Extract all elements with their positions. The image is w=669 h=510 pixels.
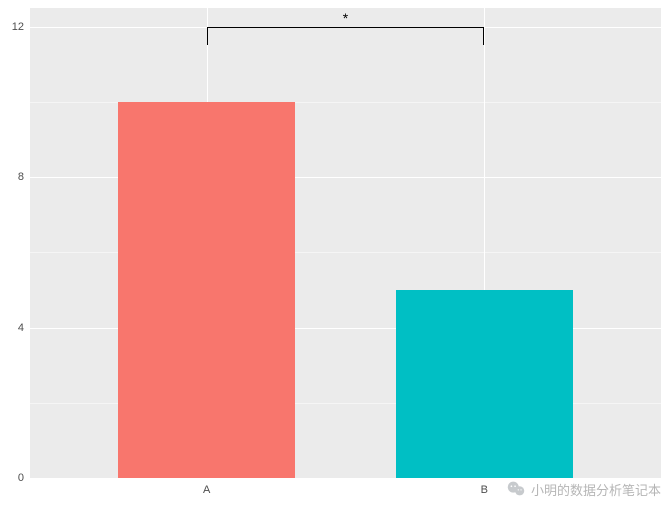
y-tick-label: 4 [18,322,24,334]
bar-chart: 04812AB* 小明的数据分析笔记本 [0,0,669,510]
significance-bracket [207,27,485,28]
watermark: 小明的数据分析笔记本 [505,478,661,500]
y-tick-label: 0 [18,472,24,484]
bar-a [118,102,295,478]
wechat-icon [505,478,527,500]
watermark-text: 小明的数据分析笔记本 [531,480,661,499]
plot-area: 04812AB* [30,8,661,478]
y-tick-label: 12 [12,21,24,33]
x-tick-label: A [203,484,210,496]
y-tick-label: 8 [18,171,24,183]
significance-label: * [343,11,348,25]
bar-b [396,290,573,478]
x-tick-label: B [481,484,488,496]
